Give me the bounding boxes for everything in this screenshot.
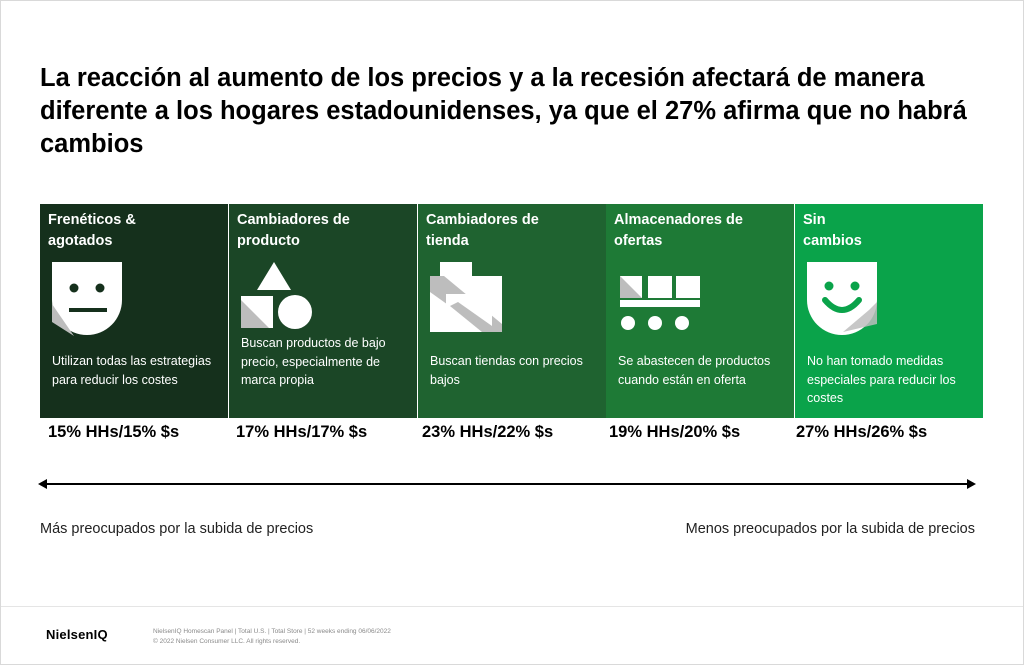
- scale-right-label: Menos preocupados por la subida de preci…: [685, 521, 975, 537]
- segment-description: Utilizan todas las estrategias para redu…: [52, 354, 212, 387]
- segment-description: Buscan productos de bajo precio, especia…: [241, 336, 386, 387]
- segment-stat: 15% HHs/15% $s: [48, 423, 180, 441]
- source-note: NielsenIQ Homescan Panel | Total U.S. | …: [153, 628, 391, 635]
- segment-card-store-switchers: Cambiadores de tienda Buscan tiendas con…: [418, 204, 606, 418]
- segment-description: Buscan tiendas con precios bajos: [430, 354, 583, 387]
- brand-logo: NielsenIQ: [46, 627, 108, 642]
- shapes-icon: [241, 262, 312, 329]
- segment-stat: 17% HHs/17% $s: [236, 423, 368, 441]
- segment-card-no-change: Sin cambios No han tomado medidas especi…: [795, 204, 983, 418]
- segment-title: Cambiadores de tienda: [426, 212, 539, 249]
- segment-card-product-switchers: Cambiadores de producto Buscan productos…: [229, 204, 417, 418]
- segment-title: Almacenadores de ofertas: [614, 212, 743, 249]
- smile-face-icon: [807, 262, 877, 335]
- segment-title: Sin cambios: [803, 212, 862, 249]
- segment-stat: 23% HHs/22% $s: [422, 423, 554, 441]
- segment-card-frantic: Frenéticos & agotados Utilizan todas las…: [40, 204, 228, 418]
- segment-description: No han tomado medidas especiales para re…: [807, 354, 956, 405]
- footer-divider: [1, 606, 1023, 607]
- segment-title: Frenéticos & agotados: [48, 212, 136, 249]
- segment-stat: 27% HHs/26% $s: [796, 423, 928, 441]
- copyright-note: © 2022 Nielsen Consumer LLC. All rights …: [153, 638, 301, 645]
- segment-description: Se abastecen de productos cuando están e…: [618, 354, 771, 387]
- store-icon: [430, 262, 502, 332]
- concern-scale-arrow: [38, 479, 976, 489]
- neutral-face-icon: [52, 262, 122, 336]
- scale-left-label: Más preocupados por la subida de precios: [40, 521, 314, 537]
- segment-stat: 19% HHs/20% $s: [609, 423, 741, 441]
- segment-title: Cambiadores de producto: [237, 212, 350, 249]
- page-title: La reacción al aumento de los precios y …: [40, 64, 967, 158]
- segment-card-deal-stockers: Almacenadores de ofertas Se abastecen de…: [606, 204, 794, 418]
- cart-icon: [620, 276, 700, 330]
